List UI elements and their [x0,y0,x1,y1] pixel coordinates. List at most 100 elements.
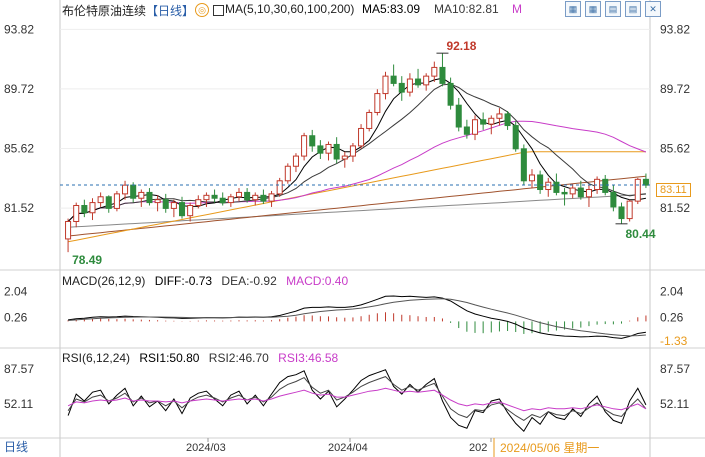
price-tick-label-right: 93.82 [660,22,690,36]
candle-body [496,113,503,119]
macd-dea-value: DEA:-0.92 [221,274,277,288]
rsi2-line [67,376,647,421]
toolbar-icons: ▦ ▦ ▤ ▤ ✕ [565,1,661,17]
candle-body [471,119,479,135]
candle-body [634,178,641,202]
candle-body [81,205,88,214]
low-right-annotation: 80.44 [626,227,656,241]
candle-body [170,202,177,209]
macd-diff-line [68,295,646,339]
candle-body [642,178,649,186]
candle-body [154,199,161,204]
rsi1-value: RSI1:50.80 [139,351,200,365]
candle-body [187,205,194,217]
candle-body [113,193,120,209]
price-tick-label-left: 81.52 [4,201,34,215]
x-tick-label: 2024/03 [186,442,226,454]
candle-body [406,78,413,93]
candle-body [325,143,332,154]
candle-body [423,75,430,86]
candle-body [520,148,527,182]
candle-body [512,125,519,150]
candle-body [488,117,495,125]
high-annotation: 92.18 [446,39,476,53]
rsi3-value: RSI3:46.58 [278,351,339,365]
close-icon[interactable]: ✕ [645,1,661,17]
candle-body [366,111,373,129]
candle-body [431,66,438,77]
candle-body [317,145,324,154]
low-left-annotation: 78.49 [72,253,102,267]
candle-body [211,194,218,199]
candle-body [284,165,291,182]
candle-body [195,199,202,207]
candle-body [162,199,169,209]
macd-tick-label-right: -1.33 [660,334,688,348]
candle-body [97,196,104,204]
rsi-tick-label-right: 52.11 [660,397,689,411]
candle-body [349,145,356,157]
rsi-tick-label-left: 87.57 [4,362,34,376]
candle-body [227,196,234,204]
macd-tick-label-right: 0.26 [660,311,684,325]
candle-body [618,206,625,220]
candle-body [341,155,348,160]
candle-body [358,127,365,147]
rsi-params: RSI(6,12,24) [62,351,131,365]
candle-body [390,75,397,84]
grid-icon[interactable]: ▦ [585,1,601,17]
candle-body [203,194,210,201]
price-tick-label-left: 93.82 [4,22,34,36]
candle-body [235,191,243,198]
candle-body [146,191,153,204]
candle-body [252,194,259,201]
rsi3-line [67,387,647,412]
candle-body [537,174,544,191]
macd-diff-value: DIFF:-0.73 [154,274,213,288]
rsi-tick-label-right: 87.57 [660,362,690,376]
candle-body [447,82,454,106]
candle-body [276,180,283,195]
ma-params-label: MA(5,10,30,60,100,200) [225,2,355,16]
price-tick-label-right: 81.52 [660,201,690,215]
candle-body [545,181,552,191]
candle-body [89,202,96,214]
candle-body [301,135,308,157]
candle-body [553,181,560,193]
panel-icon[interactable]: ▤ [625,1,641,17]
checkbox-icon[interactable] [213,5,224,16]
macd-tick-label-right: 2.04 [660,284,684,298]
candle-body [528,174,536,182]
candle-body [610,191,617,208]
candle-body [260,194,267,202]
last-price-tag: 83.11 [656,183,691,197]
candle-body [626,200,633,220]
candle-body [333,143,340,160]
rsi2-value: RSI2:46.70 [208,351,269,365]
macd-header: MACD(26,12,9) DIFF:-0.73 DEA:-0.92 MACD:… [62,274,354,288]
candle-body [480,119,487,125]
candle-body [504,113,511,127]
candle-body [122,184,129,195]
panel-icon[interactable]: ▤ [605,1,621,17]
ma60-line [68,151,646,243]
price-tick-label-right: 89.72 [660,82,690,96]
candle-body [374,93,381,113]
period-label[interactable]: 【日线】 [146,4,195,18]
candle-body [463,126,470,135]
tab-daily[interactable]: 日线 [4,440,29,454]
candle-body [138,191,145,199]
candle-body [178,202,186,217]
refresh-icon[interactable]: ◎ [195,3,209,17]
candle-body [455,104,462,128]
grid-icon[interactable]: ▦ [565,1,581,17]
candle-body [268,193,275,202]
candle-body [439,66,446,84]
candle-body [244,191,251,201]
ma-more-label[interactable]: M [512,2,522,16]
ma5-value: MA5:83.09 [362,2,421,16]
candle-body [602,178,609,193]
candle-body [561,191,568,195]
candle-body [594,178,601,191]
